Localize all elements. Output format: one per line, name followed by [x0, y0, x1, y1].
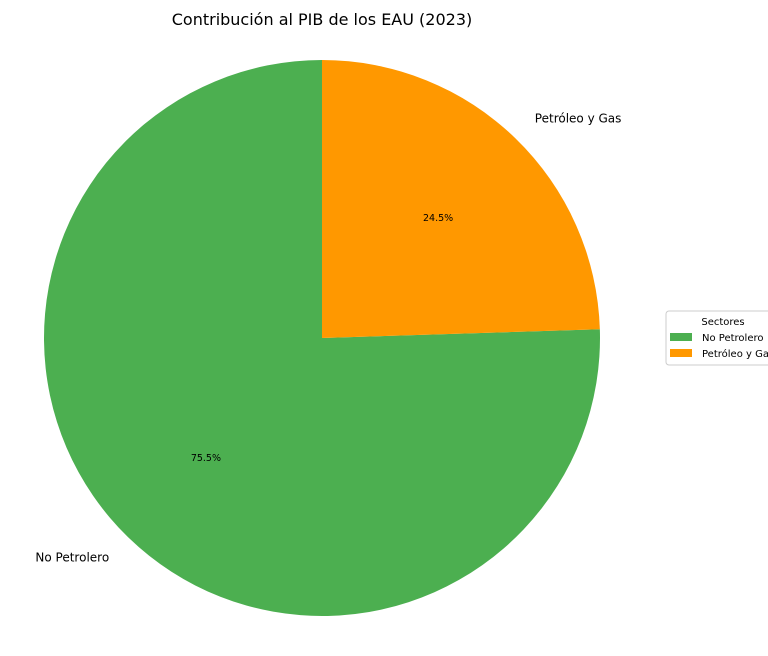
legend-title: Sectores: [701, 317, 744, 328]
legend-swatch-no-petrolero: [670, 333, 692, 341]
legend-label-no-petrolero: No Petrolero: [702, 333, 763, 344]
legend-label-petroleo-y-gas: Petróleo y Gas: [702, 348, 768, 360]
pie-category-label-no-petrolero: No Petrolero: [35, 551, 109, 565]
pie-percent-label-petroleo-y-gas: 24.5%: [423, 213, 453, 224]
chart-title: Contribución al PIB de los EAU (2023): [172, 10, 473, 29]
pie-category-label-petroleo-y-gas: Petróleo y Gas: [535, 111, 622, 125]
pie-labels: 75.5% No Petrolero 24.5% Petróleo y Gas: [35, 111, 621, 564]
legend: Sectores No Petrolero Petróleo y Gas: [665, 310, 768, 366]
pie-percent-label-no-petrolero: 75.5%: [191, 453, 221, 464]
legend-swatch-petroleo-y-gas: [670, 349, 692, 357]
pie-slices: [44, 60, 600, 616]
pie-slice-petroleo-y-gas: [322, 60, 600, 338]
